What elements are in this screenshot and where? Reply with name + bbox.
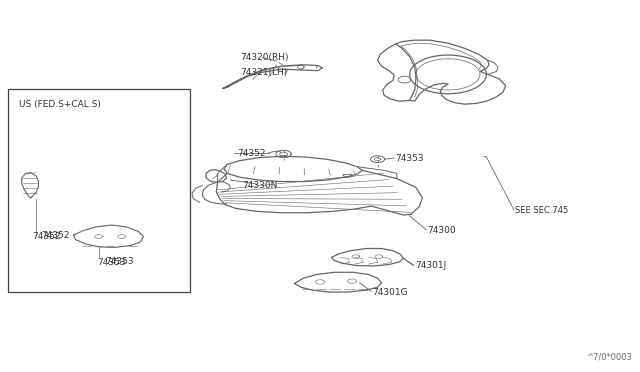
Text: 74300: 74300 bbox=[428, 226, 456, 235]
Text: US (FED.S+CAL.S): US (FED.S+CAL.S) bbox=[19, 100, 101, 109]
Text: 74321(LH): 74321(LH) bbox=[240, 68, 287, 77]
Text: 74301G: 74301G bbox=[372, 288, 408, 296]
Text: 74352: 74352 bbox=[32, 232, 60, 241]
Text: 74353: 74353 bbox=[98, 258, 126, 267]
Text: 74330N: 74330N bbox=[242, 182, 277, 190]
Text: 74352: 74352 bbox=[42, 231, 70, 240]
Text: 74352: 74352 bbox=[237, 149, 266, 158]
Text: SEE SEC.745: SEE SEC.745 bbox=[515, 206, 568, 215]
Text: 74320(RH): 74320(RH) bbox=[240, 53, 289, 62]
Text: 74353: 74353 bbox=[106, 257, 134, 266]
Text: ^7/0*0003: ^7/0*0003 bbox=[586, 353, 632, 362]
Text: 74301J: 74301J bbox=[415, 262, 446, 270]
Bar bbox=[8, 89, 190, 292]
Text: 74353: 74353 bbox=[396, 154, 424, 163]
